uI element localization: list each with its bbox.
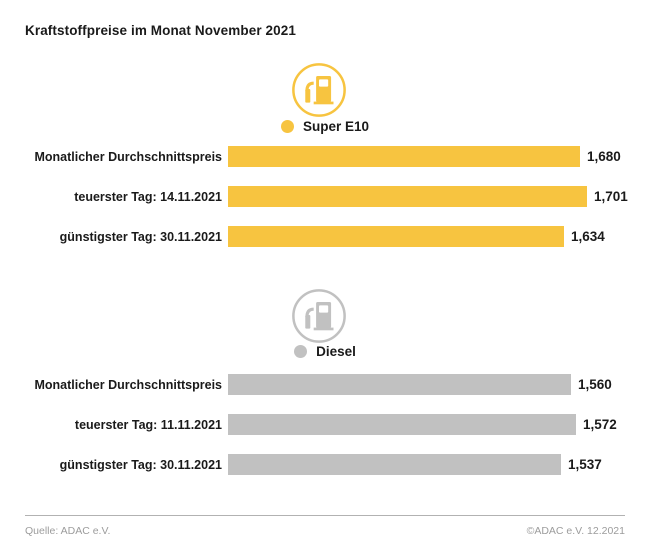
bar-row: teuerster Tag: 11.11.2021 1,572	[0, 414, 650, 435]
copyright-text: ©ADAC e.V. 12.2021	[526, 525, 625, 537]
fuel-pump-icon	[290, 61, 348, 119]
bar-value: 1,680	[587, 149, 621, 164]
bar-super-max	[228, 186, 587, 207]
bar-diesel-average	[228, 374, 571, 395]
bar-super-min	[228, 226, 564, 247]
page-title: Kraftstoffpreise im Monat November 2021	[25, 23, 296, 38]
bar-super-average	[228, 146, 580, 167]
bar-value: 1,572	[583, 417, 617, 432]
fuel-pump-icon	[292, 63, 346, 117]
bar-value: 1,701	[594, 189, 628, 204]
bar-row: günstigster Tag: 30.11.2021 1,634	[0, 226, 650, 247]
bar-label: günstigster Tag: 30.11.2021	[59, 457, 222, 472]
bar-group-diesel: Monatlicher Durchschnittspreis 1,560 teu…	[0, 374, 650, 494]
bar-label: Monatlicher Durchschnittspreis	[34, 377, 222, 392]
footer-divider	[25, 515, 625, 516]
bar-label: günstigster Tag: 30.11.2021	[59, 229, 222, 244]
footer: Quelle: ADAC e.V. ©ADAC e.V. 12.2021	[25, 525, 625, 537]
legend-super-e10: Super E10	[0, 119, 650, 134]
bar-value: 1,537	[568, 457, 602, 472]
bar-value: 1,560	[578, 377, 612, 392]
bar-value: 1,634	[571, 229, 605, 244]
bar-label: Monatlicher Durchschnittspreis	[34, 149, 222, 164]
bar-diesel-min	[228, 454, 561, 475]
legend-diesel: Diesel	[0, 344, 650, 359]
bar-label: teuerster Tag: 14.11.2021	[74, 189, 222, 204]
bar-label: teuerster Tag: 11.11.2021	[74, 417, 222, 432]
bar-row: Monatlicher Durchschnittspreis 1,680	[0, 146, 650, 167]
bar-row: teuerster Tag: 14.11.2021 1,701	[0, 186, 650, 207]
bar-diesel-max	[228, 414, 576, 435]
legend-dot-icon	[280, 120, 294, 133]
source-text: Quelle: ADAC e.V.	[25, 525, 111, 537]
bar-row: günstigster Tag: 30.11.2021 1,537	[0, 454, 650, 475]
bar-row: Monatlicher Durchschnittspreis 1,560	[0, 374, 650, 395]
legend-dot-icon	[294, 345, 308, 358]
fuel-pump-icon	[292, 289, 346, 343]
fuel-pump-icon	[290, 287, 348, 345]
legend-label: Super E10	[302, 119, 370, 134]
bar-group-super-e10: Monatlicher Durchschnittspreis 1,680 teu…	[0, 146, 650, 266]
legend-label: Diesel	[316, 344, 356, 359]
